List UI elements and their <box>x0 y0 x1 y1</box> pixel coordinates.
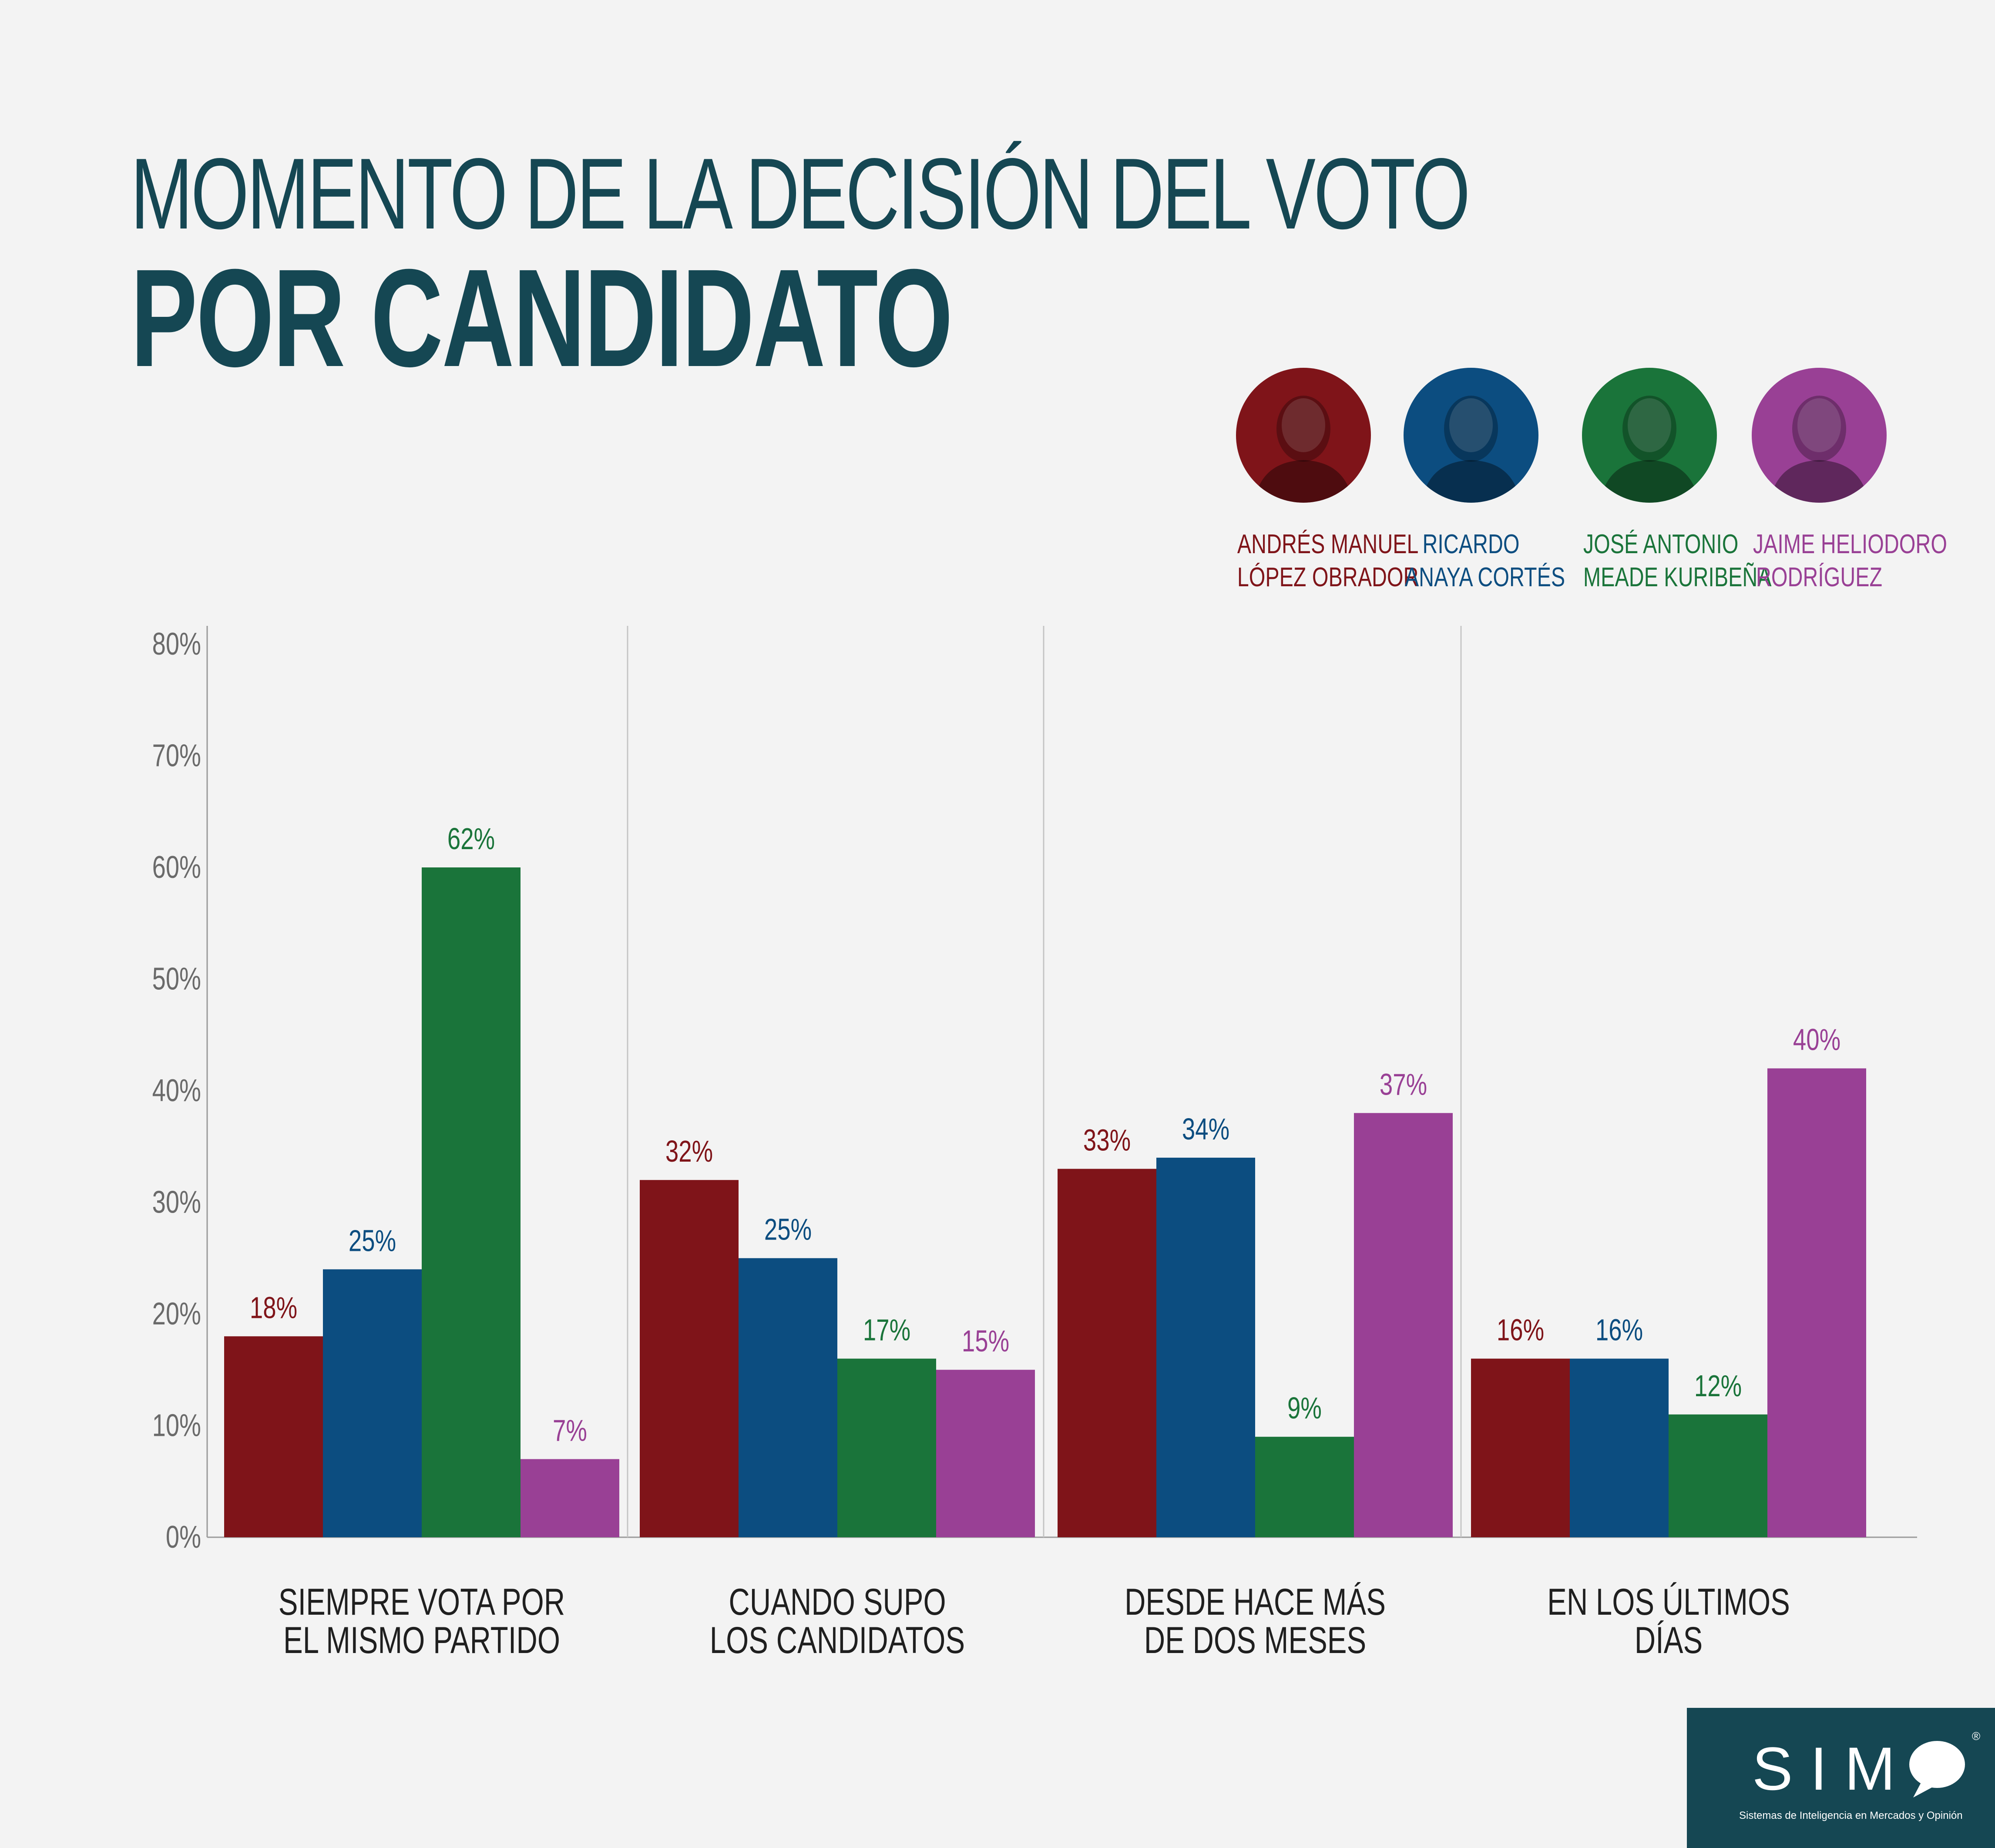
bar-value-label: 16% <box>1497 1313 1544 1347</box>
y-tick-label: 50% <box>152 961 201 996</box>
bar <box>224 1336 323 1537</box>
bar <box>1255 1437 1354 1537</box>
category-label: EL MISMO PARTIDO <box>283 1620 560 1661</box>
candidate-anaya-cortes: RICARDO ANAYA CORTÉS <box>1386 368 1565 594</box>
candidate-meade-kuribena: JOSÉ ANTONIO MEADE KURIBEÑA <box>1565 368 1772 594</box>
registered-mark: ® <box>1972 1730 1981 1743</box>
y-tick-label: 0% <box>166 1519 201 1554</box>
logo-tagline: Sistemas de Inteligencia en Mercados y O… <box>1739 1810 1963 1821</box>
bar-value-label: 62% <box>447 822 495 856</box>
bar-value-label: 7% <box>553 1414 587 1448</box>
bar <box>837 1358 936 1537</box>
bar-value-label: 16% <box>1595 1313 1643 1347</box>
bar <box>521 1459 619 1537</box>
bar <box>1058 1169 1156 1537</box>
bar <box>1669 1414 1767 1537</box>
logo-text: SIM <box>1752 1734 1913 1803</box>
bar-value-label: 25% <box>349 1224 396 1258</box>
candidate-name-line2: RODRÍGUEZ <box>1756 562 1883 592</box>
avatar-meade-kuribena <box>1582 368 1717 503</box>
bar <box>422 867 521 1537</box>
category-label: SIEMPRE VOTA POR <box>279 1581 565 1623</box>
y-tick-label: 20% <box>152 1296 201 1331</box>
candidate-name-line1: JOSÉ ANTONIO <box>1583 529 1739 559</box>
y-tick-label: 70% <box>152 738 201 773</box>
bar <box>640 1180 739 1537</box>
y-tick-label: 40% <box>152 1073 201 1108</box>
bar <box>1156 1157 1255 1537</box>
y-tick-label: 10% <box>152 1408 201 1443</box>
bar-value-label: 25% <box>764 1213 812 1247</box>
bar <box>1354 1113 1453 1537</box>
bar-value-label: 33% <box>1083 1123 1131 1157</box>
person-silhouette-icon <box>1769 396 1869 503</box>
bar-value-label: 32% <box>665 1135 713 1169</box>
category-label: LOS CANDIDATOS <box>710 1620 965 1661</box>
bar <box>1767 1068 1866 1537</box>
bar-value-label: 15% <box>962 1324 1009 1358</box>
person-silhouette-icon <box>1421 396 1521 503</box>
bar-value-label: 12% <box>1694 1369 1742 1403</box>
bar-value-label: 37% <box>1380 1068 1427 1102</box>
speech-bubble-icon <box>1909 1741 1965 1798</box>
bar <box>323 1269 422 1537</box>
category-label: EN LOS ÚLTIMOS <box>1547 1581 1790 1623</box>
avatar-anaya-cortes <box>1404 368 1538 503</box>
category-label: DESDE HACE MÁS <box>1125 1581 1386 1623</box>
bar <box>1570 1358 1669 1537</box>
sim-logo: SIM ® Sistemas de Inteligencia en Mercad… <box>1687 1708 1995 1848</box>
candidate-heliodoro-rodriguez: JAIME HELIODORO RODRÍGUEZ <box>1734 368 1947 594</box>
category-label: DE DOS MESES <box>1144 1620 1367 1661</box>
person-silhouette-icon <box>1253 396 1354 503</box>
bar-value-label: 9% <box>1287 1391 1322 1425</box>
bar <box>739 1258 837 1537</box>
y-tick-label: 30% <box>152 1185 201 1220</box>
category-label: CUANDO SUPO <box>729 1581 946 1623</box>
bar-value-label: 17% <box>863 1313 910 1347</box>
title-line-1: MOMENTO DE LA DECISIÓN DEL VOTO <box>131 138 1471 250</box>
bar <box>1471 1358 1570 1537</box>
title-line-2: POR CANDIDATO <box>131 240 953 396</box>
y-tick-label: 60% <box>152 850 201 884</box>
avatar-heliodoro-rodriguez <box>1752 368 1887 503</box>
bar-value-label: 34% <box>1182 1112 1229 1146</box>
avatar-lopez-obrador <box>1236 368 1371 503</box>
bar-value-label: 40% <box>1793 1023 1841 1057</box>
category-label: DÍAS <box>1635 1620 1703 1661</box>
y-tick-label: 80% <box>152 626 201 661</box>
bar <box>936 1370 1035 1537</box>
bar-value-label: 18% <box>250 1291 297 1325</box>
candidate-name-line1: RICARDO <box>1422 529 1520 559</box>
person-silhouette-icon <box>1599 396 1699 503</box>
